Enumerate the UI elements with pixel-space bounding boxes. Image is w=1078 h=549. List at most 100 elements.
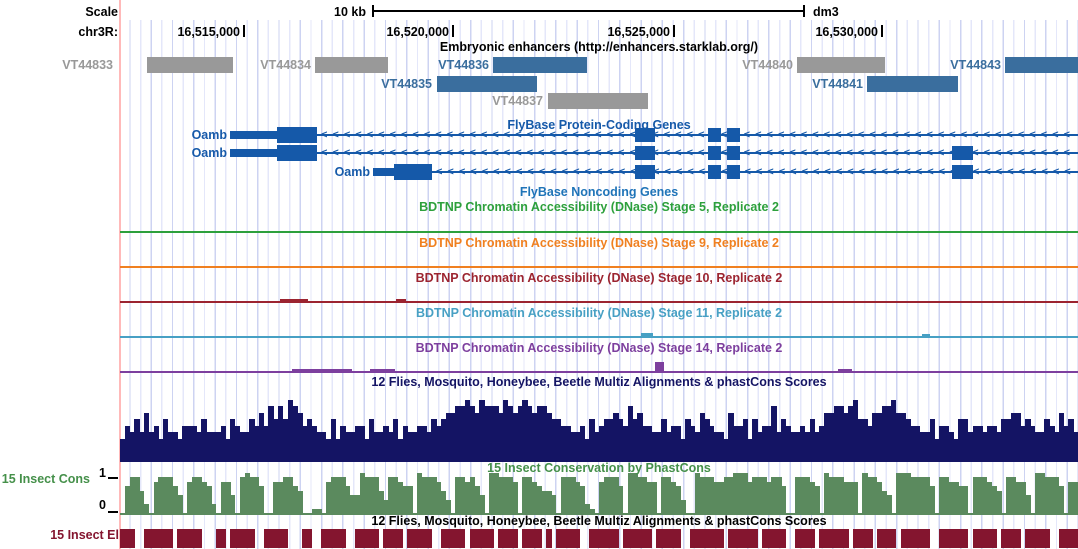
- conserved-element[interactable]: [833, 529, 839, 548]
- track-title-enhancers[interactable]: Embryonic enhancers (http://enhancers.st…: [439, 40, 759, 54]
- conserved-element[interactable]: [177, 529, 183, 548]
- bdtnp-signal-baseline[interactable]: [120, 266, 1078, 268]
- conserved-element[interactable]: [1058, 529, 1065, 548]
- multiz-density-histogram[interactable]: [120, 392, 1078, 462]
- gene-exon[interactable]: [277, 145, 317, 161]
- track-title-multiz-elements[interactable]: 12 Flies, Mosquito, Honeybee, Beetle Mul…: [371, 514, 827, 528]
- conserved-element[interactable]: [426, 529, 432, 548]
- conserved-element[interactable]: [986, 529, 993, 548]
- conserved-element[interactable]: [536, 529, 542, 548]
- conserved-element[interactable]: [991, 529, 998, 548]
- conserved-element[interactable]: [215, 529, 222, 548]
- conserved-element[interactable]: [752, 529, 758, 548]
- conserved-element[interactable]: [163, 529, 169, 548]
- conserved-element[interactable]: [776, 529, 782, 548]
- enhancer-item[interactable]: [797, 57, 885, 73]
- conserved-element[interactable]: [637, 529, 643, 548]
- conserved-element[interactable]: [397, 529, 404, 548]
- conserved-element[interactable]: [191, 529, 198, 548]
- conserved-element[interactable]: [182, 529, 188, 548]
- conserved-element[interactable]: [1034, 529, 1041, 548]
- conserved-element[interactable]: [507, 529, 514, 548]
- conserved-element[interactable]: [646, 529, 653, 548]
- conserved-element[interactable]: [977, 529, 983, 548]
- gene-exon[interactable]: [635, 165, 655, 179]
- conserved-element[interactable]: [838, 529, 844, 548]
- conserved-element[interactable]: [589, 529, 595, 548]
- conserved-element[interactable]: [383, 529, 389, 548]
- track-title-multiz[interactable]: 12 Flies, Mosquito, Honeybee, Beetle Mul…: [371, 375, 827, 389]
- conserved-element[interactable]: [335, 529, 341, 548]
- conserved-element[interactable]: [359, 529, 365, 548]
- conserved-element[interactable]: [120, 529, 126, 548]
- conserved-element[interactable]: [608, 529, 614, 548]
- gene-exon[interactable]: [708, 128, 721, 142]
- conserved-element[interactable]: [187, 529, 193, 548]
- conserved-element[interactable]: [1068, 529, 1074, 548]
- conserved-element[interactable]: [412, 529, 418, 548]
- conserved-element[interactable]: [498, 529, 504, 548]
- conserved-element[interactable]: [474, 529, 480, 548]
- track-title-bdtnp[interactable]: BDTNP Chromatin Accessibility (DNase) St…: [419, 236, 779, 250]
- conserved-element[interactable]: [124, 529, 131, 548]
- conserved-element[interactable]: [666, 529, 672, 548]
- conserved-element[interactable]: [747, 529, 753, 548]
- conserved-element[interactable]: [393, 529, 399, 548]
- conserved-element[interactable]: [876, 529, 883, 548]
- gene-exon[interactable]: [952, 146, 973, 160]
- conserved-element[interactable]: [503, 529, 509, 548]
- conserved-element[interactable]: [694, 529, 701, 548]
- enhancer-item[interactable]: [315, 57, 388, 73]
- track-title-bdtnp[interactable]: BDTNP Chromatin Accessibility (DNase) St…: [415, 271, 783, 285]
- conserved-element[interactable]: [373, 529, 380, 548]
- conserved-element[interactable]: [158, 529, 164, 548]
- bdtnp-signal-baseline[interactable]: [120, 301, 1078, 303]
- conserved-elements-track[interactable]: [120, 529, 1078, 548]
- conserved-element[interactable]: [852, 529, 859, 548]
- conserved-element[interactable]: [819, 529, 825, 548]
- gene-exon[interactable]: [952, 165, 973, 179]
- conserved-element[interactable]: [843, 529, 849, 548]
- conserved-element[interactable]: [761, 529, 768, 548]
- conserved-element[interactable]: [1063, 529, 1069, 548]
- conserved-element[interactable]: [167, 529, 174, 548]
- conserved-element[interactable]: [824, 529, 830, 548]
- conserved-element[interactable]: [484, 529, 490, 548]
- conserved-element[interactable]: [1044, 529, 1050, 548]
- conserved-element[interactable]: [531, 529, 538, 548]
- gene-exon[interactable]: [635, 146, 655, 160]
- conserved-element[interactable]: [263, 529, 269, 548]
- gene-utr[interactable]: [230, 149, 277, 157]
- conserved-element[interactable]: [407, 529, 413, 548]
- gene-exon[interactable]: [727, 128, 740, 142]
- conserved-element[interactable]: [565, 529, 571, 548]
- conserved-element[interactable]: [512, 529, 519, 548]
- track-title-noncoding-genes[interactable]: FlyBase Noncoding Genes: [519, 185, 679, 199]
- track-title-bdtnp[interactable]: BDTNP Chromatin Accessibility (DNase) St…: [415, 341, 783, 355]
- conserved-element[interactable]: [1001, 529, 1007, 548]
- conserved-element[interactable]: [881, 529, 887, 548]
- conserved-element[interactable]: [369, 529, 375, 548]
- conserved-element[interactable]: [857, 529, 863, 548]
- conserved-element[interactable]: [943, 529, 950, 548]
- conserved-element[interactable]: [603, 529, 610, 548]
- conserved-element[interactable]: [570, 529, 576, 548]
- conserved-element[interactable]: [627, 529, 634, 548]
- enhancer-item[interactable]: [147, 57, 233, 73]
- conserved-element[interactable]: [905, 529, 911, 548]
- track-title-bdtnp[interactable]: BDTNP Chromatin Accessibility (DNase) St…: [419, 200, 779, 214]
- conserved-element[interactable]: [330, 529, 337, 548]
- gene-exon[interactable]: [727, 165, 740, 179]
- conserved-element[interactable]: [488, 529, 495, 548]
- conserved-element[interactable]: [737, 529, 744, 548]
- conserved-element[interactable]: [972, 529, 978, 548]
- conserved-element[interactable]: [613, 529, 619, 548]
- enhancer-item[interactable]: [493, 57, 587, 73]
- conserved-element[interactable]: [148, 529, 155, 548]
- conserved-element[interactable]: [388, 529, 394, 548]
- conserved-element[interactable]: [416, 529, 423, 548]
- enhancer-item[interactable]: [1005, 57, 1078, 73]
- track-title-phastcons[interactable]: 15 Insect Conservation by PhastCons: [487, 461, 711, 475]
- gene-intron-line[interactable]: [317, 134, 1078, 136]
